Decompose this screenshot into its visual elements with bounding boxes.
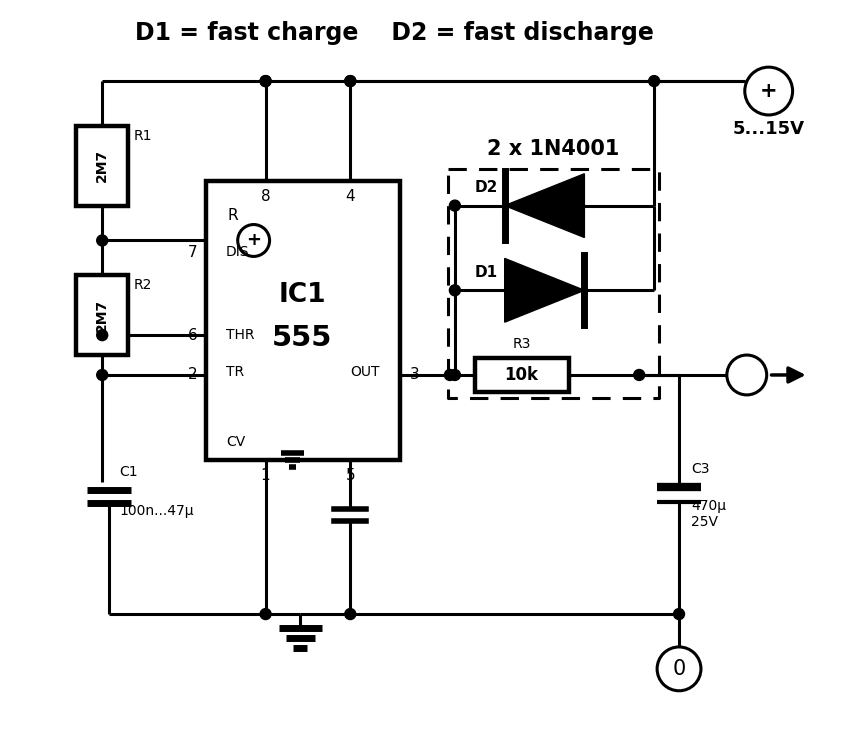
Circle shape [727,355,767,395]
Text: 10k: 10k [505,366,538,384]
Text: DIS: DIS [226,245,249,259]
Polygon shape [505,174,584,238]
Text: D2: D2 [475,180,498,195]
Text: CV: CV [226,435,245,449]
Text: 2: 2 [188,367,198,383]
Text: 4: 4 [345,189,355,204]
Text: 6: 6 [188,328,198,343]
Text: 555: 555 [272,324,332,352]
Text: 2M7: 2M7 [95,299,109,332]
Text: D1 = fast charge    D2 = fast discharge: D1 = fast charge D2 = fast discharge [135,21,654,46]
Circle shape [97,330,108,341]
Circle shape [97,235,108,246]
Text: R1: R1 [134,129,153,143]
Circle shape [449,369,460,381]
Circle shape [237,224,270,256]
Text: 5...15V: 5...15V [733,120,805,138]
Text: D1: D1 [475,265,498,280]
Text: 1: 1 [261,468,271,483]
Text: C1: C1 [120,464,137,478]
Circle shape [633,369,644,381]
Text: THR: THR [226,328,254,342]
Circle shape [657,647,701,691]
Text: IC1: IC1 [279,283,326,308]
Bar [76,126,128,205]
Text: R2: R2 [134,278,153,292]
Circle shape [260,76,271,87]
Circle shape [745,67,793,115]
Text: 5: 5 [345,468,355,483]
Circle shape [444,369,455,381]
Text: 100n...47μ: 100n...47μ [120,504,193,518]
Text: +: + [760,81,778,101]
Circle shape [260,76,271,87]
Text: 3: 3 [410,367,420,383]
Circle shape [345,609,356,620]
Text: C3: C3 [691,461,710,475]
Bar [206,181,400,460]
Circle shape [97,369,108,381]
Circle shape [449,285,460,296]
Text: 470μ: 470μ [691,500,726,514]
Circle shape [449,200,460,211]
Bar [76,275,128,355]
Text: 2M7: 2M7 [95,149,109,183]
Text: R: R [228,208,238,223]
Text: 8: 8 [261,189,271,204]
Circle shape [345,76,356,87]
Polygon shape [505,258,584,322]
Circle shape [673,609,684,620]
Text: 2 x 1N4001: 2 x 1N4001 [488,139,620,159]
Circle shape [260,609,271,620]
Text: 7: 7 [188,245,198,260]
Text: OUT: OUT [351,365,380,379]
Circle shape [345,76,356,87]
Text: 25V: 25V [691,515,718,529]
Text: TR: TR [226,365,244,379]
Text: 0: 0 [672,659,686,679]
Text: R3: R3 [512,337,531,351]
Bar [475,358,570,392]
Text: +: + [246,232,261,250]
Circle shape [649,76,660,87]
